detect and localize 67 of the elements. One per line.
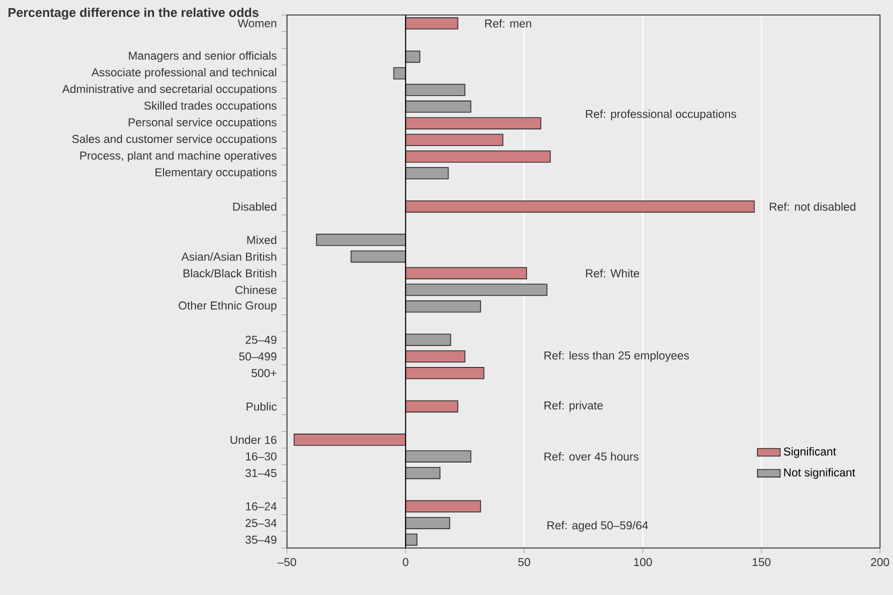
- bar: [405, 466, 440, 480]
- annotation: Ref: private: [544, 401, 603, 412]
- y-tick-label: Personal service occupations: [128, 118, 277, 129]
- y-tick-label: Sales and customer service occupations: [72, 134, 276, 146]
- legend-label: Not significant: [784, 468, 856, 479]
- bar: [405, 367, 484, 380]
- bar: [294, 434, 406, 446]
- bar: [405, 300, 481, 313]
- x-tick-label: –50: [277, 558, 296, 566]
- y-tick-label: 500+: [252, 369, 276, 378]
- y-tick-label: Black/Black British: [184, 268, 276, 278]
- y-tick-label: Asian/Asian British: [181, 252, 276, 261]
- y-tick-label: Under 16: [230, 436, 276, 444]
- annotation: Ref: aged 50–59/64: [547, 521, 648, 532]
- y-tick-label: 35–49: [246, 536, 276, 544]
- bar: [405, 334, 452, 346]
- annotation: Ref: White: [586, 268, 640, 278]
- y-tick-label: Disabled: [233, 202, 276, 211]
- bar: [316, 234, 406, 246]
- bar: [405, 17, 458, 30]
- bar: [405, 117, 542, 130]
- bar: [405, 84, 466, 96]
- bar: [405, 50, 420, 63]
- bar: [405, 267, 527, 280]
- annotation: Ref: over 45 hours: [544, 452, 639, 461]
- bar: [405, 516, 450, 530]
- y-tick-label: Women: [238, 19, 276, 28]
- bar: [405, 500, 481, 512]
- bar: [405, 167, 449, 180]
- annotation: Ref: men: [485, 19, 532, 28]
- y-tick-label: Skilled trades occupations: [144, 101, 277, 112]
- y-tick-label: Process, plant and machine operatives: [80, 151, 276, 162]
- y-tick-label: 16–24: [246, 502, 277, 510]
- y-tick-label: Managers and senior officials: [128, 51, 277, 62]
- x-tick-label: 150: [752, 558, 770, 566]
- bar: [405, 450, 472, 462]
- y-tick-label: Mixed: [247, 236, 276, 244]
- annotation: Ref: less than 25 employees: [544, 351, 689, 362]
- x-tick-label: 200: [871, 558, 890, 566]
- annotation: Ref: professional occupations: [586, 110, 736, 120]
- y-tick-label: Administrative and secretarial occupations: [62, 84, 276, 96]
- y-tick-label: Other Ethnic Group: [178, 301, 276, 312]
- bar: [405, 200, 755, 213]
- legend-label: Significant: [784, 447, 836, 458]
- y-tick-label: Public: [246, 402, 277, 411]
- y-tick-label: Chinese: [235, 286, 276, 294]
- y-tick-label: 31–45: [246, 468, 276, 478]
- bar: [405, 350, 466, 363]
- y-tick-label: Elementary occupations: [156, 168, 277, 179]
- x-tick-label: 50: [518, 558, 530, 566]
- y-tick-label: Associate professional and technical: [91, 68, 276, 79]
- bar: [393, 67, 406, 80]
- bar: [405, 400, 458, 412]
- x-tick-label: 0: [402, 558, 408, 566]
- y-tick-label: 50–499: [239, 352, 276, 360]
- text: Percentage difference in the relative odds: [8, 8, 258, 20]
- y-tick-label: 25–34: [246, 518, 277, 528]
- annotation: Ref: not disabled: [770, 202, 856, 211]
- bar: [405, 150, 551, 163]
- bar: [405, 284, 548, 296]
- bar: [405, 134, 504, 146]
- bar: [350, 250, 406, 263]
- y-tick-label: 16–30: [246, 452, 276, 460]
- x-tick-label: 100: [634, 558, 652, 566]
- bar: [405, 100, 472, 113]
- y-tick-label: 25–49: [246, 336, 276, 344]
- bar: [405, 534, 418, 546]
